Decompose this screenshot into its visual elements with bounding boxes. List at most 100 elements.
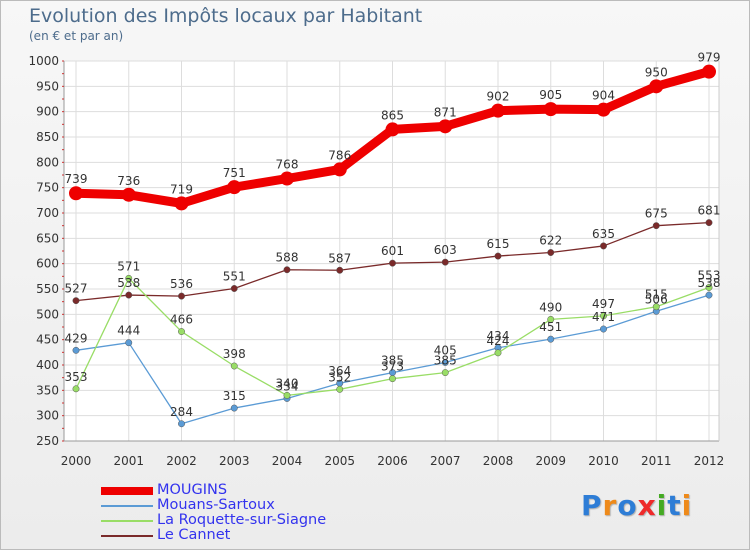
data-label: 601 xyxy=(381,244,404,258)
data-label: 353 xyxy=(65,370,88,384)
data-point xyxy=(121,187,136,202)
data-label: 635 xyxy=(592,227,615,241)
x-tick-label: 2002 xyxy=(166,454,197,468)
x-tick-label: 2000 xyxy=(61,454,92,468)
data-point xyxy=(705,284,713,291)
data-point xyxy=(441,359,449,366)
data-label: 490 xyxy=(539,300,562,314)
data-label: 444 xyxy=(117,324,140,338)
x-tick-label: 2012 xyxy=(694,454,725,468)
chart-title: Evolution des Impôts locaux par Habitant xyxy=(29,5,423,27)
x-tick-label: 2003 xyxy=(219,454,250,468)
y-tick-label: 850 xyxy=(36,130,59,144)
data-point xyxy=(280,171,294,186)
data-point xyxy=(230,285,238,292)
data-point xyxy=(543,102,558,117)
data-point xyxy=(125,291,133,299)
chart-subtitle: (en € et par an) xyxy=(29,29,124,43)
data-point xyxy=(600,325,607,333)
data-label: 538 xyxy=(117,276,140,290)
data-point xyxy=(389,375,396,383)
data-point xyxy=(125,274,133,282)
data-label: 405 xyxy=(434,343,457,357)
data-label: 905 xyxy=(539,88,562,102)
y-tick-label: 250 xyxy=(36,434,59,448)
data-label: 315 xyxy=(223,389,246,403)
logo-letter: x xyxy=(637,489,657,522)
data-point xyxy=(230,404,238,412)
data-label: 786 xyxy=(328,148,351,162)
data-point xyxy=(174,196,189,211)
logo-letter: r xyxy=(602,489,618,522)
data-point xyxy=(705,291,713,299)
y-tick-label: 900 xyxy=(36,105,59,119)
data-point xyxy=(72,346,80,354)
y-tick-label: 450 xyxy=(36,333,59,347)
data-label: 950 xyxy=(645,65,668,79)
x-tick-label: 2007 xyxy=(430,454,461,468)
y-tick-label: 950 xyxy=(36,79,59,93)
data-label: 871 xyxy=(434,105,457,119)
data-label: 739 xyxy=(65,172,88,186)
y-tick-label: 350 xyxy=(36,383,59,397)
data-point xyxy=(230,362,238,370)
data-label: 451 xyxy=(539,320,562,334)
data-label: 588 xyxy=(276,251,299,265)
data-point xyxy=(227,180,242,195)
data-point xyxy=(652,222,660,230)
x-tick-label: 2005 xyxy=(324,454,355,468)
data-point xyxy=(389,259,396,267)
data-label: 675 xyxy=(645,207,668,221)
data-label: 751 xyxy=(223,166,246,180)
data-label: 719 xyxy=(170,182,193,196)
y-tick-label: 650 xyxy=(36,231,59,245)
data-point xyxy=(600,312,607,320)
data-label: 587 xyxy=(328,251,351,265)
y-tick-label: 400 xyxy=(36,358,59,372)
data-label: 736 xyxy=(117,174,140,188)
data-label: 471 xyxy=(592,310,615,324)
y-tick-label: 800 xyxy=(36,155,59,169)
data-point xyxy=(441,369,449,377)
data-point xyxy=(332,162,347,177)
data-label: 434 xyxy=(487,329,510,343)
logo-letter: t xyxy=(667,489,682,522)
data-label: 340 xyxy=(276,376,299,390)
data-point xyxy=(441,258,449,266)
logo-letter: P xyxy=(581,489,603,522)
y-tick-label: 550 xyxy=(36,282,59,296)
data-point xyxy=(596,102,611,117)
y-tick-label: 500 xyxy=(36,307,59,321)
data-label: 506 xyxy=(645,292,668,306)
data-label: 466 xyxy=(170,313,193,327)
data-label: 284 xyxy=(170,405,193,419)
data-label: 979 xyxy=(698,51,721,65)
data-label: 681 xyxy=(698,204,721,218)
data-label: 536 xyxy=(170,277,193,291)
data-label: 364 xyxy=(328,364,351,378)
data-label: 622 xyxy=(539,234,562,248)
data-point xyxy=(283,266,291,274)
data-label: 768 xyxy=(276,158,299,172)
data-label: 603 xyxy=(434,243,457,257)
data-label: 553 xyxy=(698,268,721,282)
data-point xyxy=(491,103,505,118)
data-label: 551 xyxy=(223,269,246,283)
data-label: 497 xyxy=(592,297,615,311)
data-label: 429 xyxy=(65,331,88,345)
legend-swatch xyxy=(101,520,153,522)
y-tick-label: 1000 xyxy=(28,54,59,68)
data-point xyxy=(438,119,453,134)
data-point xyxy=(178,292,185,300)
data-label: 904 xyxy=(592,89,615,103)
logo-letter: i xyxy=(656,489,668,522)
data-point xyxy=(547,335,555,343)
data-label: 424 xyxy=(487,334,510,348)
data-point xyxy=(547,315,555,323)
legend-label: Mouans-Sartoux xyxy=(157,497,275,513)
data-point xyxy=(178,328,185,336)
data-point xyxy=(494,349,502,357)
legend-swatch xyxy=(101,505,153,507)
data-point xyxy=(125,339,133,347)
data-point xyxy=(702,64,716,79)
